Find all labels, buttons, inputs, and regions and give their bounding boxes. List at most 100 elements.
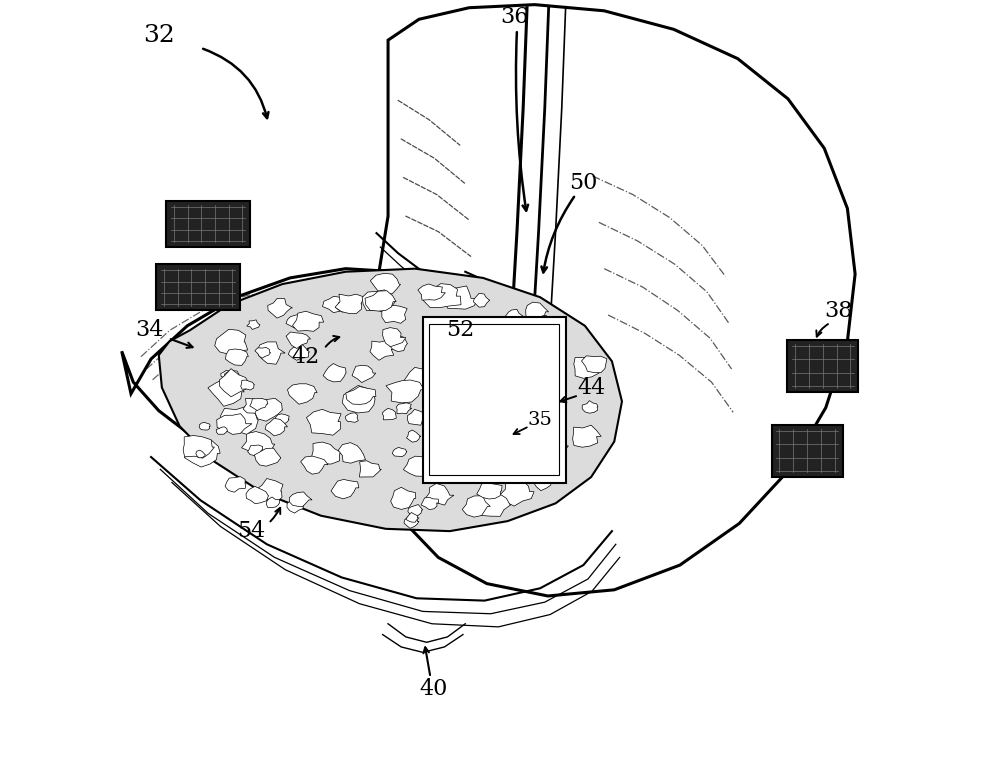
Polygon shape bbox=[359, 461, 381, 477]
Polygon shape bbox=[582, 401, 598, 413]
Polygon shape bbox=[522, 423, 555, 445]
Polygon shape bbox=[473, 293, 490, 307]
Polygon shape bbox=[582, 356, 607, 373]
Polygon shape bbox=[306, 409, 341, 435]
Polygon shape bbox=[528, 381, 542, 390]
Polygon shape bbox=[418, 284, 445, 300]
Polygon shape bbox=[247, 320, 260, 330]
Polygon shape bbox=[352, 365, 376, 383]
Polygon shape bbox=[503, 362, 513, 369]
Polygon shape bbox=[426, 483, 454, 505]
Polygon shape bbox=[362, 290, 396, 313]
Polygon shape bbox=[335, 294, 364, 313]
Polygon shape bbox=[365, 5, 855, 596]
Polygon shape bbox=[503, 310, 523, 321]
Polygon shape bbox=[336, 302, 351, 312]
Polygon shape bbox=[287, 499, 305, 513]
Polygon shape bbox=[514, 411, 529, 422]
Polygon shape bbox=[243, 398, 267, 415]
Polygon shape bbox=[530, 461, 558, 481]
Text: 54: 54 bbox=[238, 520, 266, 541]
Text: 52: 52 bbox=[446, 319, 474, 340]
Polygon shape bbox=[289, 492, 312, 506]
Polygon shape bbox=[464, 355, 491, 377]
Polygon shape bbox=[242, 432, 275, 457]
Polygon shape bbox=[477, 490, 511, 516]
Polygon shape bbox=[250, 398, 268, 411]
Polygon shape bbox=[574, 357, 601, 378]
FancyBboxPatch shape bbox=[787, 340, 858, 392]
Polygon shape bbox=[370, 273, 401, 294]
Polygon shape bbox=[255, 347, 271, 358]
Polygon shape bbox=[421, 497, 439, 510]
FancyBboxPatch shape bbox=[772, 425, 843, 477]
Text: 38: 38 bbox=[824, 300, 853, 321]
Text: 42: 42 bbox=[292, 346, 320, 367]
Polygon shape bbox=[293, 311, 324, 331]
Polygon shape bbox=[537, 316, 551, 326]
Polygon shape bbox=[445, 286, 478, 309]
Polygon shape bbox=[217, 414, 252, 435]
Polygon shape bbox=[392, 448, 407, 456]
Polygon shape bbox=[526, 302, 549, 321]
Polygon shape bbox=[529, 331, 547, 345]
Polygon shape bbox=[265, 418, 287, 436]
Polygon shape bbox=[390, 336, 407, 351]
Polygon shape bbox=[223, 371, 243, 388]
Text: 44: 44 bbox=[577, 377, 605, 398]
Polygon shape bbox=[257, 342, 285, 364]
Polygon shape bbox=[477, 332, 495, 345]
FancyBboxPatch shape bbox=[423, 317, 566, 482]
Polygon shape bbox=[346, 413, 358, 422]
Polygon shape bbox=[287, 384, 317, 405]
Polygon shape bbox=[474, 381, 495, 398]
Polygon shape bbox=[382, 408, 396, 420]
Polygon shape bbox=[489, 364, 513, 384]
Polygon shape bbox=[246, 486, 269, 504]
Polygon shape bbox=[462, 496, 490, 517]
Text: 50: 50 bbox=[569, 172, 598, 194]
Polygon shape bbox=[288, 345, 310, 361]
Polygon shape bbox=[220, 406, 258, 435]
Polygon shape bbox=[404, 515, 419, 528]
Polygon shape bbox=[159, 269, 622, 531]
Polygon shape bbox=[531, 472, 553, 491]
Text: 40: 40 bbox=[419, 678, 447, 699]
Polygon shape bbox=[472, 415, 492, 428]
Polygon shape bbox=[250, 401, 267, 414]
Polygon shape bbox=[208, 379, 244, 406]
Polygon shape bbox=[446, 350, 468, 366]
Polygon shape bbox=[256, 479, 283, 503]
Polygon shape bbox=[225, 476, 246, 493]
Polygon shape bbox=[365, 291, 396, 311]
FancyBboxPatch shape bbox=[156, 264, 240, 310]
Polygon shape bbox=[268, 298, 292, 318]
Polygon shape bbox=[382, 305, 407, 323]
Polygon shape bbox=[225, 349, 248, 365]
Polygon shape bbox=[219, 369, 252, 397]
Polygon shape bbox=[199, 422, 210, 430]
Polygon shape bbox=[453, 317, 467, 327]
Polygon shape bbox=[423, 283, 461, 307]
Polygon shape bbox=[255, 398, 283, 422]
Polygon shape bbox=[526, 418, 556, 440]
FancyBboxPatch shape bbox=[429, 324, 559, 475]
Polygon shape bbox=[477, 483, 502, 499]
Text: 35: 35 bbox=[527, 411, 552, 428]
Polygon shape bbox=[370, 340, 395, 361]
Polygon shape bbox=[537, 418, 557, 430]
Polygon shape bbox=[533, 342, 556, 357]
Polygon shape bbox=[443, 401, 463, 414]
Polygon shape bbox=[183, 435, 214, 458]
Polygon shape bbox=[184, 440, 220, 467]
Polygon shape bbox=[266, 497, 280, 508]
Polygon shape bbox=[499, 479, 534, 506]
Polygon shape bbox=[441, 411, 466, 430]
Polygon shape bbox=[122, 269, 478, 471]
Text: 32: 32 bbox=[143, 25, 175, 47]
Polygon shape bbox=[490, 459, 502, 468]
Polygon shape bbox=[408, 504, 423, 516]
Polygon shape bbox=[275, 414, 289, 425]
Polygon shape bbox=[286, 314, 303, 328]
Polygon shape bbox=[509, 320, 527, 333]
